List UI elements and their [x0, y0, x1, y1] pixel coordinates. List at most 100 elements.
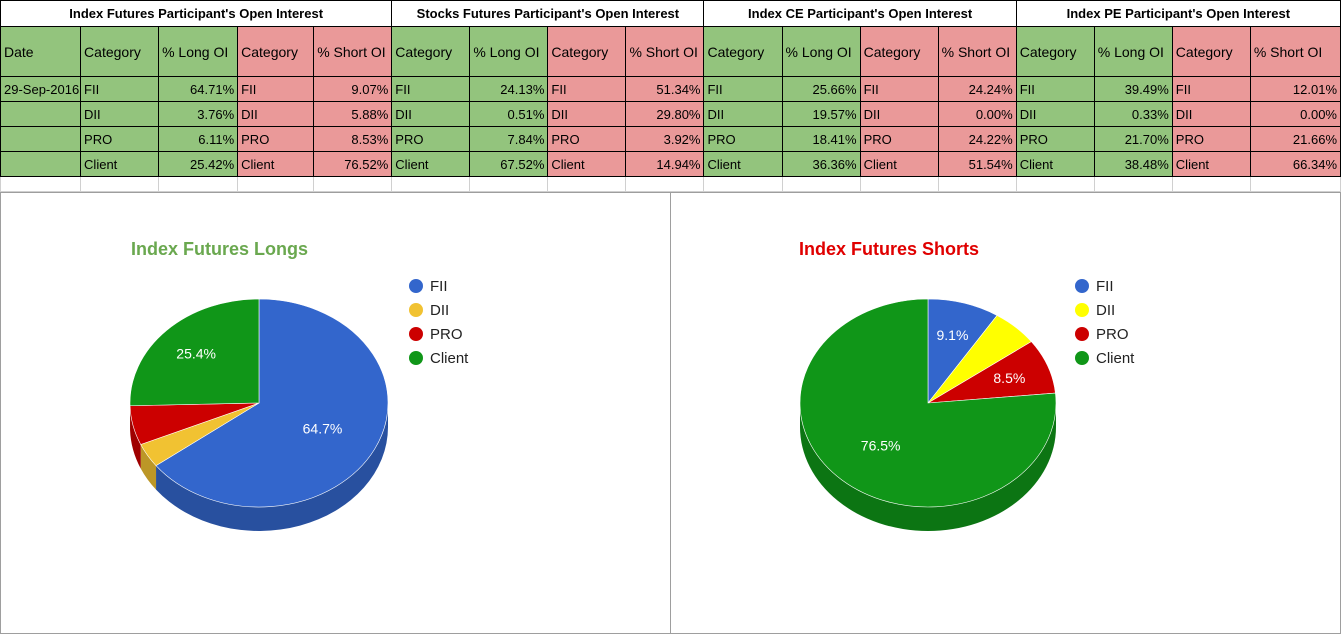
long-oi-cell: 25.42%	[158, 151, 239, 177]
header-category: Category	[391, 26, 471, 77]
short-oi-cell: 5.88%	[313, 101, 393, 127]
category-cell: Client	[1015, 151, 1095, 177]
index-futures-shorts-chart: Index Futures Shorts 9.1% 8.5% 76.5% FII DII P…	[670, 192, 1341, 634]
header-category: Category	[859, 26, 939, 77]
spreadsheet: Index Futures Participant's Open Interes…	[0, 0, 1341, 192]
long-oi-cell: 7.84%	[469, 126, 549, 152]
short-oi-cell: 0.00%	[937, 101, 1017, 127]
short-oi-cell: 29.80%	[625, 101, 705, 127]
table-row: 29-Sep-2016 FII 64.71% FII 9.07% FII 24.13% FII…	[0, 76, 1341, 102]
category-cell: FII	[391, 76, 471, 102]
category-cell: DII	[859, 101, 939, 127]
table-row: PRO 6.11% PRO 8.53% PRO 7.84% PRO 3.92% PRO 18.41…	[0, 126, 1341, 152]
pie-slices	[129, 298, 389, 508]
category-cell: PRO	[703, 126, 783, 152]
header-long-oi: % Long OI	[158, 26, 239, 77]
long-oi-cell: 25.66%	[781, 76, 861, 102]
short-oi-cell: 9.07%	[313, 76, 393, 102]
empty-cell	[781, 176, 861, 192]
pie-slice-fii	[155, 298, 389, 508]
long-oi-cell: 3.76%	[158, 101, 239, 127]
short-oi-cell: 14.94%	[625, 151, 705, 177]
empty-cell	[469, 176, 549, 192]
header-long-oi: % Long OI	[1093, 26, 1173, 77]
short-oi-cell: 12.01%	[1249, 76, 1341, 102]
legend-label: Client	[1096, 350, 1135, 367]
section-title: Stocks Futures Participant's Open Intere…	[391, 0, 705, 27]
index-futures-longs-chart: Index Futures Longs 64.7% 25.4% FII DII PRO Cl…	[0, 192, 671, 634]
category-cell: FII	[1171, 76, 1251, 102]
date-cell: 29-Sep-2016	[0, 76, 82, 102]
empty-cell	[313, 176, 393, 192]
empty-cell	[1015, 176, 1095, 192]
long-oi-cell: 67.52%	[469, 151, 549, 177]
empty-cell	[937, 176, 1017, 192]
category-cell: FII	[1015, 76, 1095, 102]
header-category: Category	[1015, 26, 1095, 77]
pie-slice-client	[129, 298, 260, 407]
slice-side-fii	[156, 403, 389, 531]
empty-cell	[1249, 176, 1341, 192]
long-oi-cell: 39.49%	[1093, 76, 1173, 102]
header-short-oi: % Short OI	[1249, 26, 1341, 77]
date-cell	[0, 126, 82, 152]
category-cell: FII	[237, 76, 315, 102]
category-cell: PRO	[547, 126, 627, 152]
long-oi-cell: 24.13%	[469, 76, 549, 102]
category-cell: Client	[859, 151, 939, 177]
short-oi-cell: 51.34%	[625, 76, 705, 102]
header-category: Category	[80, 26, 160, 77]
category-cell: DII	[237, 101, 315, 127]
short-oi-cell: 24.22%	[937, 126, 1017, 152]
short-oi-cell: 24.24%	[937, 76, 1017, 102]
short-oi-cell: 8.53%	[313, 126, 393, 152]
category-cell: FII	[547, 76, 627, 102]
category-cell: PRO	[1015, 126, 1095, 152]
legend-swatch	[1075, 351, 1089, 365]
slice-label: 9.1%	[937, 327, 969, 343]
index-futures-longs-pie: Index Futures Longs 64.7% 25.4% FII DII PRO Cl…	[129, 239, 469, 531]
table-row: DII 3.76% DII 5.88% DII 0.51% DII 29.80% DII 19.5…	[0, 101, 1341, 127]
table-row: Client 25.42% Client 76.52% Client 67.52% Clie…	[0, 151, 1341, 177]
legend-label: FII	[430, 278, 448, 295]
long-oi-cell: 64.71%	[158, 76, 239, 102]
category-cell: PRO	[391, 126, 471, 152]
legend-label: PRO	[1096, 326, 1129, 343]
legend-swatch	[409, 279, 423, 293]
long-oi-cell: 0.33%	[1093, 101, 1173, 127]
legend-label: DII	[1096, 302, 1115, 319]
short-oi-cell: 21.66%	[1249, 126, 1341, 152]
category-cell: DII	[703, 101, 783, 127]
category-cell: DII	[1171, 101, 1251, 127]
legend-label: Client	[430, 350, 469, 367]
header-category: Category	[237, 26, 315, 77]
header-long-oi: % Long OI	[469, 26, 549, 77]
legend-swatch	[409, 327, 423, 341]
header-short-oi: % Short OI	[625, 26, 705, 77]
empty-cell	[1171, 176, 1251, 192]
pie-slice-client	[799, 298, 1057, 508]
open-interest-table: Index Futures Participant's Open Interes…	[0, 0, 1341, 192]
empty-cell	[703, 176, 783, 192]
category-cell: PRO	[859, 126, 939, 152]
category-cell: PRO	[1171, 126, 1251, 152]
long-oi-cell: 21.70%	[1093, 126, 1173, 152]
section-title: Index Futures Participant's Open Interes…	[0, 0, 393, 27]
legend-swatch	[409, 303, 423, 317]
category-cell: PRO	[237, 126, 315, 152]
empty-cell	[625, 176, 705, 192]
category-cell: FII	[703, 76, 783, 102]
empty-cell	[859, 176, 939, 192]
slice-label: 64.7%	[303, 421, 343, 437]
short-oi-cell: 66.34%	[1249, 151, 1341, 177]
chart-title: Index Futures Shorts	[799, 239, 979, 259]
legend-swatch	[1075, 303, 1089, 317]
legend-label: PRO	[430, 326, 463, 343]
category-cell: DII	[80, 101, 160, 127]
legend-swatch	[1075, 279, 1089, 293]
category-cell: Client	[703, 151, 783, 177]
index-futures-shorts-pie: Index Futures Shorts 9.1% 8.5% 76.5% FII DII P…	[799, 239, 1135, 531]
empty-cell	[158, 176, 239, 192]
category-cell: DII	[1015, 101, 1095, 127]
header-category: Category	[1171, 26, 1251, 77]
